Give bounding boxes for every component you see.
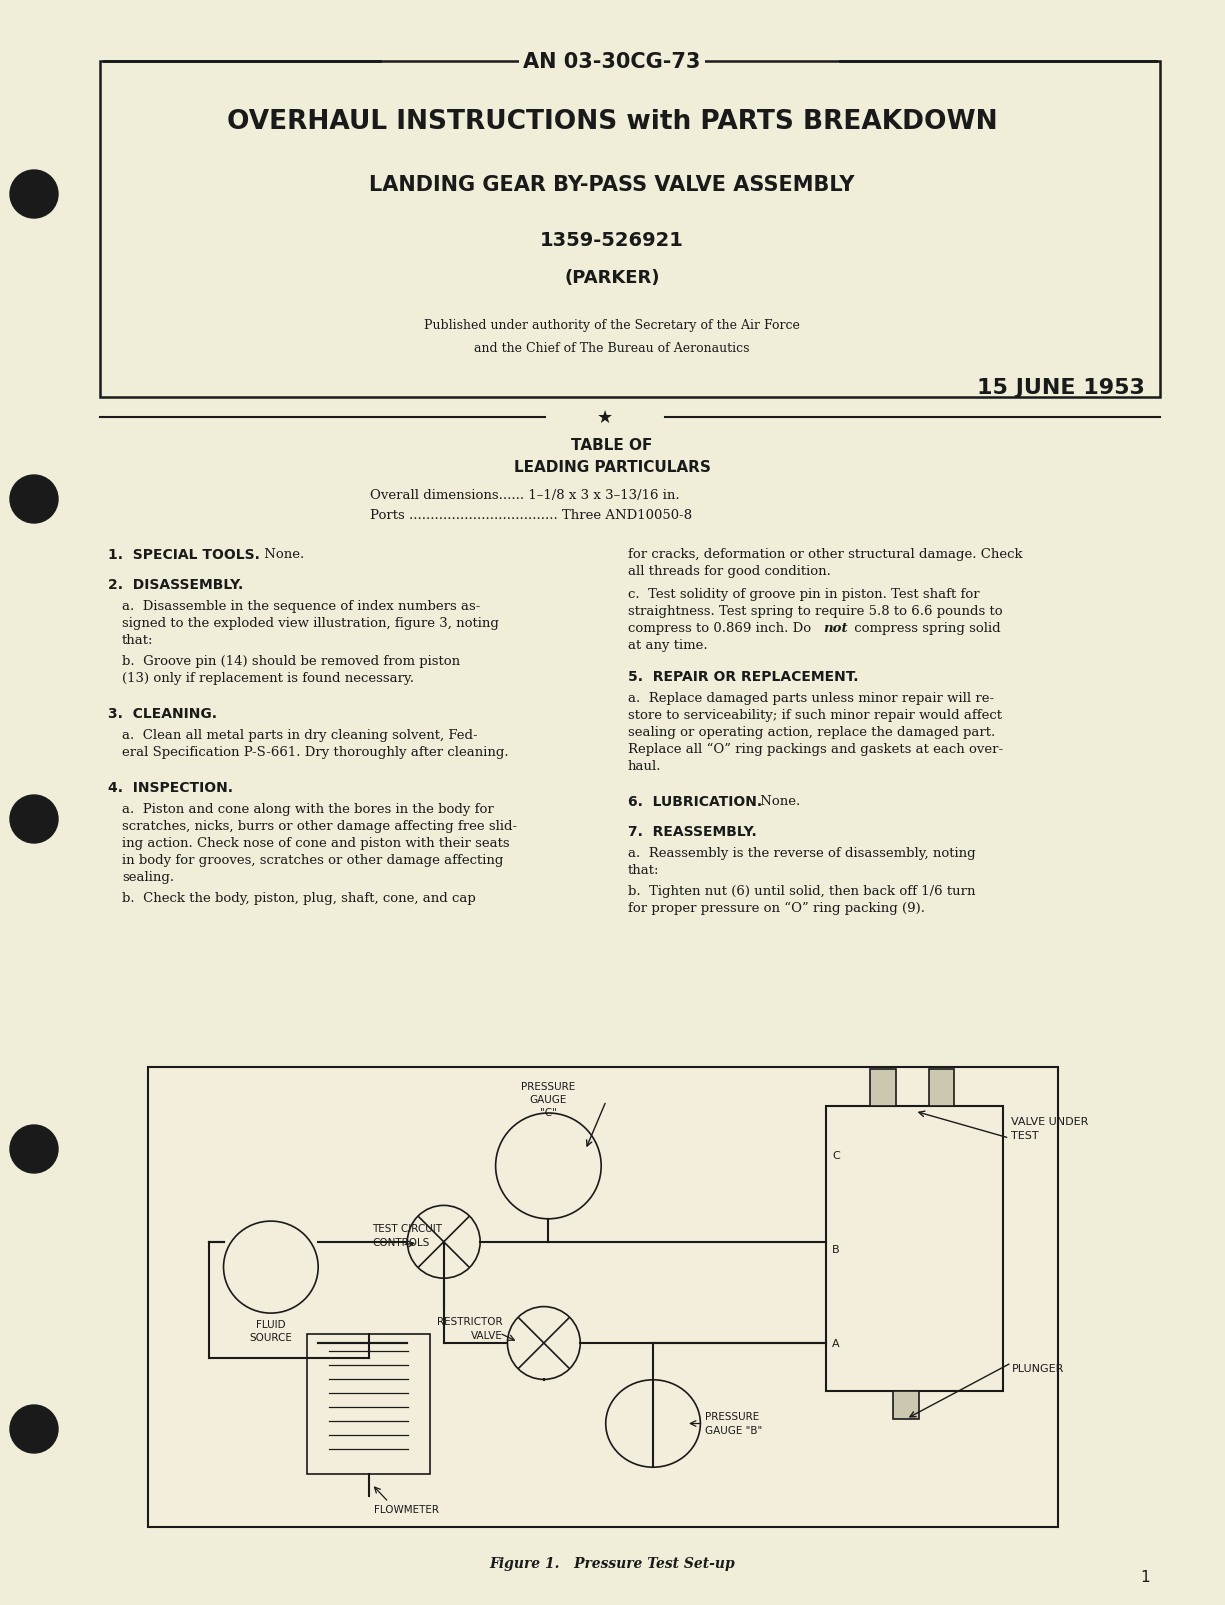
Ellipse shape: [223, 1221, 318, 1313]
Text: for cracks, deformation or other structural damage. Check: for cracks, deformation or other structu…: [628, 547, 1023, 560]
Text: (PARKER): (PARKER): [565, 268, 660, 287]
Text: ★: ★: [597, 409, 612, 427]
Circle shape: [408, 1205, 480, 1279]
Text: sealing.: sealing.: [122, 870, 174, 883]
FancyBboxPatch shape: [893, 1392, 919, 1419]
Text: RESTRICTOR: RESTRICTOR: [437, 1316, 502, 1326]
Text: LEADING PARTICULARS: LEADING PARTICULARS: [513, 461, 710, 475]
Text: in body for grooves, scratches or other damage affecting: in body for grooves, scratches or other …: [122, 854, 503, 867]
FancyBboxPatch shape: [148, 1067, 1058, 1526]
Text: a.  Disassemble in the sequence of index numbers as-: a. Disassemble in the sequence of index …: [122, 600, 480, 613]
Text: b.  Groove pin (14) should be removed from piston: b. Groove pin (14) should be removed fro…: [122, 655, 461, 668]
Text: for proper pressure on “O” ring packing (9).: for proper pressure on “O” ring packing …: [628, 902, 925, 915]
Text: c.  Test solidity of groove pin in piston. Test shaft for: c. Test solidity of groove pin in piston…: [628, 587, 980, 600]
Text: A: A: [832, 1339, 839, 1348]
Circle shape: [10, 475, 58, 523]
Text: "C": "C": [540, 1107, 557, 1117]
Text: a.  Clean all metal parts in dry cleaning solvent, Fed-: a. Clean all metal parts in dry cleaning…: [122, 729, 478, 742]
Text: and the Chief of The Bureau of Aeronautics: and the Chief of The Bureau of Aeronauti…: [474, 342, 750, 355]
FancyBboxPatch shape: [826, 1106, 1003, 1392]
Text: that:: that:: [628, 863, 659, 876]
Text: 1359-526921: 1359-526921: [540, 231, 684, 249]
FancyBboxPatch shape: [307, 1334, 430, 1473]
Circle shape: [10, 1404, 58, 1453]
Text: a.  Reassembly is the reverse of disassembly, noting: a. Reassembly is the reverse of disassem…: [628, 846, 975, 859]
Text: GAUGE "B": GAUGE "B": [706, 1425, 763, 1435]
Text: compress to 0.869 inch. Do: compress to 0.869 inch. Do: [628, 621, 816, 634]
Text: TEST: TEST: [1012, 1130, 1039, 1141]
Text: 1: 1: [1140, 1570, 1150, 1584]
Text: CONTROLS: CONTROLS: [372, 1237, 430, 1247]
Text: VALVE UNDER: VALVE UNDER: [1012, 1117, 1089, 1127]
Text: PRESSURE: PRESSURE: [522, 1082, 576, 1091]
Text: 5.  REPAIR OR REPLACEMENT.: 5. REPAIR OR REPLACEMENT.: [628, 669, 859, 684]
Text: AN 03-30CG-73: AN 03-30CG-73: [523, 51, 701, 72]
Text: 6.  LUBRICATION.: 6. LUBRICATION.: [628, 794, 762, 809]
Circle shape: [507, 1306, 581, 1380]
Text: Figure 1.   Pressure Test Set-up: Figure 1. Pressure Test Set-up: [489, 1555, 735, 1570]
Text: C: C: [832, 1149, 839, 1160]
Text: ing action. Check nose of cone and piston with their seats: ing action. Check nose of cone and pisto…: [122, 836, 510, 849]
Text: Ports ................................... Three AND10050-8: Ports ..................................…: [370, 509, 692, 522]
FancyBboxPatch shape: [929, 1069, 954, 1106]
Text: FLUID: FLUID: [256, 1319, 285, 1329]
Text: Overall dimensions...... 1–1/8 x 3 x 3–13/16 in.: Overall dimensions...... 1–1/8 x 3 x 3–1…: [370, 490, 680, 502]
Text: None.: None.: [756, 794, 800, 807]
Circle shape: [10, 796, 58, 844]
Text: scratches, nicks, burrs or other damage affecting free slid-: scratches, nicks, burrs or other damage …: [122, 820, 517, 833]
Circle shape: [10, 1125, 58, 1173]
Text: eral Specification P-S-661. Dry thoroughly after cleaning.: eral Specification P-S-661. Dry thorough…: [122, 746, 508, 759]
Text: TABLE OF: TABLE OF: [571, 437, 653, 453]
Text: TEST CIRCUIT: TEST CIRCUIT: [372, 1223, 442, 1233]
Ellipse shape: [496, 1114, 601, 1220]
Text: Published under authority of the Secretary of the Air Force: Published under authority of the Secreta…: [424, 318, 800, 331]
Text: VALVE: VALVE: [470, 1331, 502, 1340]
Text: 4.  INSPECTION.: 4. INSPECTION.: [108, 780, 233, 794]
Text: Replace all “O” ring packings and gaskets at each over-: Replace all “O” ring packings and gasket…: [628, 743, 1003, 756]
Text: 1.  SPECIAL TOOLS.: 1. SPECIAL TOOLS.: [108, 547, 260, 562]
Text: 15 JUNE 1953: 15 JUNE 1953: [978, 377, 1145, 398]
Text: at any time.: at any time.: [628, 639, 708, 652]
Text: a.  Piston and cone along with the bores in the body for: a. Piston and cone along with the bores …: [122, 802, 494, 815]
Text: b.  Check the body, piston, plug, shaft, cone, and cap: b. Check the body, piston, plug, shaft, …: [122, 891, 475, 905]
Text: 2.  DISASSEMBLY.: 2. DISASSEMBLY.: [108, 578, 244, 592]
Text: sealing or operating action, replace the damaged part.: sealing or operating action, replace the…: [628, 725, 995, 738]
Circle shape: [10, 170, 58, 218]
Text: b.  Tighten nut (6) until solid, then back off 1/6 turn: b. Tighten nut (6) until solid, then bac…: [628, 884, 975, 897]
Text: a.  Replace damaged parts unless minor repair will re-: a. Replace damaged parts unless minor re…: [628, 692, 995, 705]
Text: (13) only if replacement is found necessary.: (13) only if replacement is found necess…: [122, 671, 414, 685]
Text: LANDING GEAR BY-PASS VALVE ASSEMBLY: LANDING GEAR BY-PASS VALVE ASSEMBLY: [369, 175, 855, 194]
Text: signed to the exploded view illustration, figure 3, noting: signed to the exploded view illustration…: [122, 616, 499, 629]
Text: that:: that:: [122, 634, 153, 647]
Text: not: not: [823, 621, 848, 634]
Text: straightness. Test spring to require 5.8 to 6.6 pounds to: straightness. Test spring to require 5.8…: [628, 605, 1002, 618]
Text: store to serviceability; if such minor repair would affect: store to serviceability; if such minor r…: [628, 708, 1002, 722]
Text: OVERHAUL INSTRUCTIONS with PARTS BREAKDOWN: OVERHAUL INSTRUCTIONS with PARTS BREAKDO…: [227, 109, 997, 135]
Text: haul.: haul.: [628, 759, 662, 772]
Text: PRESSURE: PRESSURE: [706, 1412, 760, 1422]
Text: compress spring solid: compress spring solid: [850, 621, 1001, 634]
FancyBboxPatch shape: [100, 63, 1160, 398]
Text: SOURCE: SOURCE: [250, 1332, 293, 1342]
Text: all threads for good condition.: all threads for good condition.: [628, 565, 831, 578]
Text: B: B: [832, 1244, 839, 1254]
Text: PLUNGER: PLUNGER: [1012, 1363, 1063, 1372]
Ellipse shape: [605, 1380, 701, 1467]
Text: FLOWMETER: FLOWMETER: [374, 1504, 439, 1514]
FancyBboxPatch shape: [870, 1069, 895, 1106]
Text: GAUGE: GAUGE: [529, 1095, 567, 1104]
Text: 7.  REASSEMBLY.: 7. REASSEMBLY.: [628, 825, 757, 838]
Text: 3.  CLEANING.: 3. CLEANING.: [108, 706, 217, 721]
Text: None.: None.: [260, 547, 304, 560]
